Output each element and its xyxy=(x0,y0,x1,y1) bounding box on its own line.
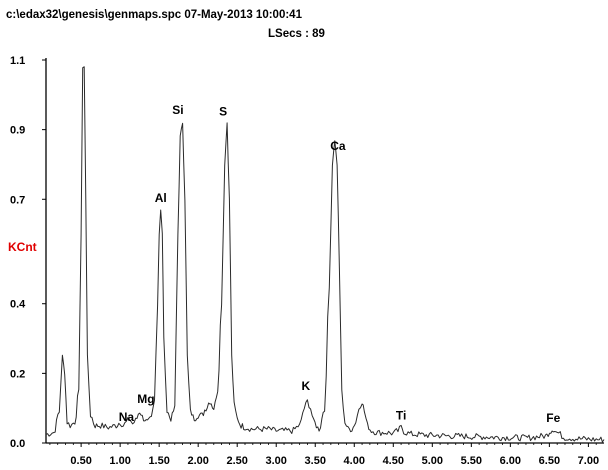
y-tick-label: 0.2 xyxy=(10,368,25,380)
peak-label-al: Al xyxy=(155,191,167,205)
spectrum-line xyxy=(45,66,605,443)
y-axis-label: KCnt xyxy=(8,240,37,254)
header-file-line: c:\edax32\genesis\genmaps.spc 07-May-201… xyxy=(6,9,303,21)
y-tick-label: 0.4 xyxy=(10,299,26,311)
x-tick-label: 5.50 xyxy=(461,455,482,467)
axes-layer: 0.0 0.2 0.4 0.7 0.9 1.1 0.50 1.00 1.50 2.00 2.50 3.… xyxy=(10,55,604,467)
peak-label-fe: Fe xyxy=(546,411,560,425)
x-tick-label: 0.50 xyxy=(70,455,91,467)
x-tick-label: 2.50 xyxy=(226,455,247,467)
peak-label-k: K xyxy=(302,379,311,393)
peak-label-ti: Ti xyxy=(396,408,406,422)
x-tick-label: 5.00 xyxy=(422,455,443,467)
x-tick-label: 3.50 xyxy=(305,455,326,467)
peak-label-s: S xyxy=(219,105,227,119)
x-tick-label: 3.00 xyxy=(266,455,287,467)
peak-label-na: Na xyxy=(119,410,135,424)
x-tick-label: 2.00 xyxy=(187,455,208,467)
x-tick-label: 6.50 xyxy=(539,455,560,467)
peak-label-mg: Mg xyxy=(137,392,154,406)
header-lsecs-line: LSecs : 89 xyxy=(268,28,325,40)
y-tick-label: 0.0 xyxy=(10,438,25,450)
x-tick-label: 4.50 xyxy=(383,455,404,467)
x-tick-label: 4.00 xyxy=(344,455,365,467)
x-tick-label: 1.50 xyxy=(148,455,169,467)
peak-label-si: Si xyxy=(172,103,183,117)
y-tick-label: 0.9 xyxy=(10,125,25,137)
y-tick-label: 1.1 xyxy=(10,55,25,67)
x-tick-label: 7.00 xyxy=(578,455,599,467)
series-layer xyxy=(45,66,605,443)
x-tick-label: 6.00 xyxy=(500,455,521,467)
x-tick-label: 1.00 xyxy=(109,455,130,467)
peak-label-ca: Ca xyxy=(330,139,346,153)
y-tick-label: 0.7 xyxy=(10,194,25,206)
